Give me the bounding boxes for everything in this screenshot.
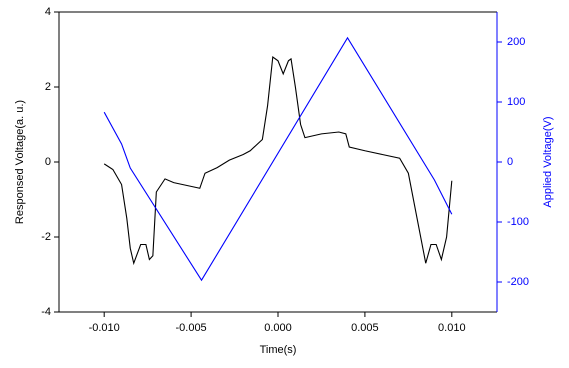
y-tick-label: 4 [45,6,51,18]
y-axis-label: Responsed Voltage(a. u.) [14,100,26,224]
x-tick-label: -0.010 [89,322,120,334]
y-tick-label: 2 [45,81,51,93]
data-line [103,56,453,266]
x-tick-label: -0.005 [175,322,206,334]
y-tick-label: -2 [41,231,51,243]
x-axis-label: Time(s) [260,344,297,356]
y-tick-label: 0 [45,156,51,168]
x-tick-label: 0.000 [264,322,292,334]
y2-tick-label: 0 [507,156,513,168]
y2-tick-label: -200 [507,276,529,288]
x-tick-label: 0.010 [438,322,466,334]
y2-tick-label: -100 [507,216,529,228]
y2-tick-label: 200 [507,36,525,48]
data-line [103,36,453,282]
y2-axis-label: Applied Voltage(V) [542,116,554,207]
y-tick-label: -4 [41,306,51,318]
x-tick-label: 0.005 [351,322,379,334]
y2-tick-label: 100 [507,96,525,108]
